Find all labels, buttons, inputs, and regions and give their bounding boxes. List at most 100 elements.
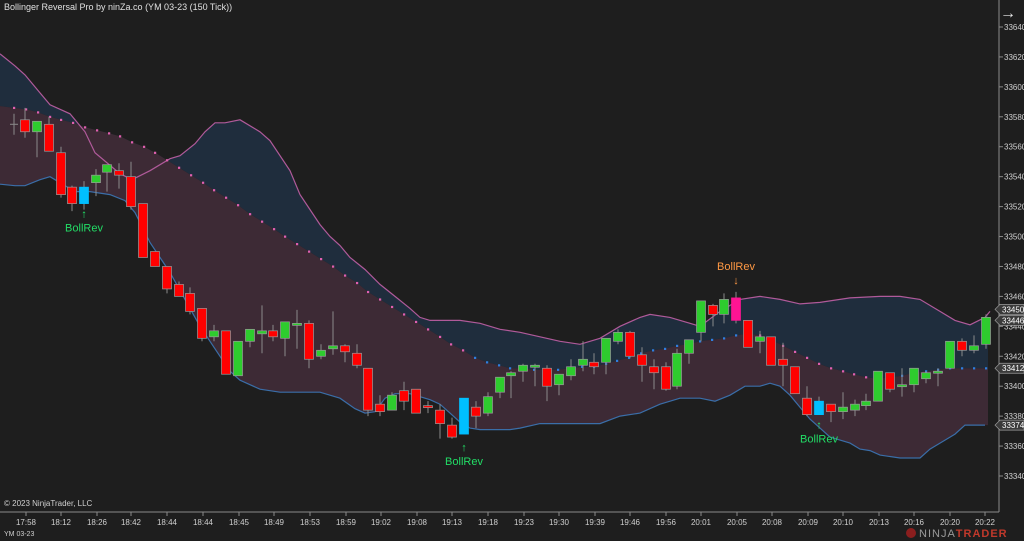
price-tick-label: 33540 (1004, 173, 1024, 182)
price-axis[interactable]: 33340 33360 33380 33400 33420 33440 33460 33480… (999, 23, 1024, 481)
candle (566, 359, 576, 381)
time-tick-label: 18:49 (264, 518, 285, 527)
mid-band-dot (225, 196, 228, 199)
mid-band-dot (462, 349, 465, 352)
candle (328, 311, 338, 355)
candle (814, 396, 824, 415)
mid-band-dot (296, 243, 299, 246)
candle (268, 324, 278, 342)
candle (304, 320, 314, 369)
candle (661, 362, 671, 391)
mid-band-dot (320, 257, 323, 261)
mid-band-dot (37, 111, 40, 114)
plot-area[interactable]: ↑ BollRev ↑ BollRev BollRev ↓ ↑ BollRev (0, 53, 991, 468)
price-tick-label: 33520 (1004, 203, 1024, 212)
time-tick-label: 19:23 (514, 518, 535, 527)
candle (20, 107, 30, 138)
candle (10, 113, 18, 135)
time-tick-label: 18:42 (121, 518, 142, 527)
mid-band-dot (403, 313, 406, 316)
candle (554, 373, 564, 396)
time-tick-label: 19:39 (585, 518, 606, 527)
time-tick-label: 18:59 (336, 518, 357, 527)
candle (625, 330, 635, 358)
mid-band-dot (806, 356, 809, 359)
price-tick-label: 33600 (1004, 83, 1024, 92)
time-tick-label: 19:02 (371, 518, 392, 527)
candle (280, 321, 290, 357)
mid-band-dot (344, 274, 347, 277)
candle (495, 376, 505, 399)
time-tick-label: 20:05 (727, 518, 748, 527)
price-tick-label: 33460 (1004, 292, 1024, 301)
candle (933, 368, 943, 387)
logo-trader-text: TRADER (955, 528, 1008, 540)
mid-band-dot (581, 365, 584, 368)
price-tick-label: 33480 (1004, 262, 1024, 271)
candle (601, 337, 611, 375)
candle (696, 300, 706, 342)
candle (162, 266, 172, 294)
mid-band-dot (415, 320, 418, 324)
mid-band-dot (367, 290, 370, 294)
mid-band-dot (72, 121, 75, 124)
ninjatrader-logo: NINJATRADER (906, 528, 1008, 540)
candle (708, 303, 718, 327)
candle (613, 329, 623, 345)
time-tick-label: 18:45 (229, 518, 250, 527)
candle (672, 348, 682, 390)
mid-band-dot (723, 337, 726, 340)
mid-band-dot (96, 129, 99, 132)
mid-band-dot (143, 145, 146, 148)
candle (838, 392, 848, 420)
mid-band-dot (664, 347, 667, 350)
mid-band-dot (450, 343, 453, 346)
candle (731, 291, 741, 324)
time-tick-label: 18:12 (51, 518, 72, 527)
candle (79, 181, 89, 210)
candle (483, 392, 493, 417)
candle (174, 281, 184, 297)
svg-text:33450: 33450 (1002, 305, 1024, 314)
candle (945, 340, 955, 369)
mid-band-dot (961, 367, 964, 370)
mid-band-dot (213, 189, 216, 192)
mid-band-dot (119, 135, 122, 138)
mid-band-dot (486, 361, 489, 364)
price-tag: 33412 (994, 362, 1024, 374)
candle (352, 344, 362, 369)
chart-title: Bollinger Reversal Pro by ninZa.co (YM 0… (4, 2, 233, 12)
price-tick-label: 33580 (1004, 113, 1024, 122)
mid-band-dot (237, 204, 240, 207)
mid-band-dot (865, 376, 868, 379)
candle (44, 116, 54, 152)
mid-band-dot (818, 362, 821, 365)
price-tick-label: 33340 (1004, 472, 1024, 481)
candle (969, 335, 979, 354)
mid-band-dot (439, 335, 442, 339)
candle (873, 370, 883, 402)
scroll-right-arrow-icon[interactable]: → (1000, 5, 1016, 22)
mid-band-dot (261, 220, 264, 223)
instrument-label: YM 03-23 (4, 531, 35, 538)
mid-band-dot (853, 373, 856, 376)
mid-band-dot (308, 250, 311, 253)
candle (67, 185, 77, 212)
mid-band-dot (628, 356, 631, 359)
time-axis[interactable]: 17:58 18:12 18:26 18:42 18:44 18:44 18:45 18:49… (16, 512, 996, 527)
time-tick-label: 19:18 (478, 518, 499, 527)
price-tags: 33450 33446 33412 33374 (994, 304, 1024, 431)
time-tick-label: 19:08 (407, 518, 428, 527)
mid-band-dot (131, 141, 134, 144)
price-tick-label: 33360 (1004, 442, 1024, 451)
candle (850, 399, 860, 417)
mid-band-dot (616, 359, 619, 362)
price-tick-label: 33620 (1004, 53, 1024, 62)
price-tick-label: 33500 (1004, 233, 1024, 242)
mid-band-dot (652, 349, 655, 352)
bollrev-buy-signal: ↑ BollRev (800, 420, 838, 446)
candle (423, 401, 433, 414)
candle (542, 365, 552, 402)
candle (387, 392, 397, 411)
